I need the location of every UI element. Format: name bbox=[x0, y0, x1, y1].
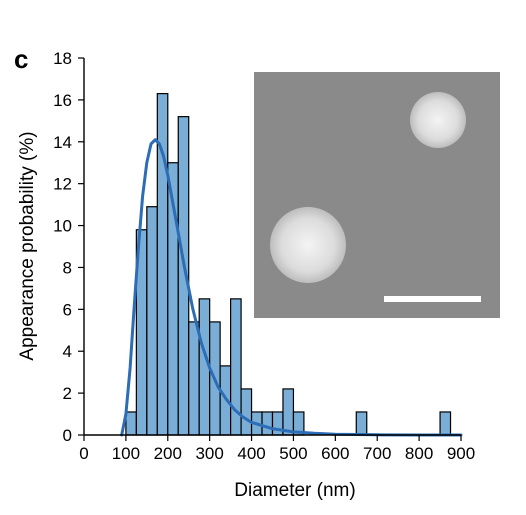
x-tick-label-300: 300 bbox=[195, 444, 223, 463]
y-tick-label-4: 4 bbox=[63, 342, 72, 361]
x-tick-label-200: 200 bbox=[154, 444, 182, 463]
x-tick-label-100: 100 bbox=[112, 444, 140, 463]
small-particle bbox=[410, 92, 466, 148]
y-tick-label-18: 18 bbox=[53, 49, 72, 68]
y-tick-label-16: 16 bbox=[53, 91, 72, 110]
x-tick-label-900: 900 bbox=[447, 444, 475, 463]
x-axis-label: Diameter (nm) bbox=[234, 480, 355, 501]
histogram-bar-850 bbox=[439, 411, 452, 436]
axes-layer: 0 2 4 6 8 10 12 14 16 18 0 100 200 300 400 500 600 700 800… bbox=[53, 49, 475, 463]
panel-label: c bbox=[14, 44, 28, 74]
y-tick-label-14: 14 bbox=[53, 133, 72, 152]
fit-curve-layer bbox=[120, 138, 463, 437]
x-tick-label-500: 500 bbox=[279, 444, 307, 463]
histogram-bar-425 bbox=[261, 411, 274, 436]
y-axis-label: Appearance probability (%) bbox=[17, 131, 38, 360]
y-tick-label-10: 10 bbox=[53, 217, 72, 236]
histogram-bar-100 bbox=[125, 411, 137, 436]
histogram-bar-375 bbox=[240, 388, 253, 436]
x-tick-label-400: 400 bbox=[237, 444, 265, 463]
inset-micrograph bbox=[254, 72, 500, 318]
histogram-bar-475 bbox=[282, 388, 295, 436]
large-particle bbox=[270, 207, 346, 283]
y-tick-label-12: 12 bbox=[53, 175, 72, 194]
lognormal-fit-curve bbox=[120, 138, 463, 437]
histogram-bar-250 bbox=[188, 321, 200, 436]
x-tick-label-0: 0 bbox=[79, 444, 88, 463]
scale-bar bbox=[384, 296, 481, 302]
x-tick-label-800: 800 bbox=[405, 444, 433, 463]
x-tick-label-600: 600 bbox=[321, 444, 349, 463]
histogram-bar-650 bbox=[355, 411, 368, 436]
y-tick-label-6: 6 bbox=[63, 300, 72, 319]
y-tick-label-0: 0 bbox=[63, 426, 72, 445]
y-tick-label-2: 2 bbox=[63, 384, 72, 403]
x-tick-label-700: 700 bbox=[363, 444, 391, 463]
y-tick-label-8: 8 bbox=[63, 258, 72, 277]
histogram-bar-150 bbox=[146, 206, 158, 436]
